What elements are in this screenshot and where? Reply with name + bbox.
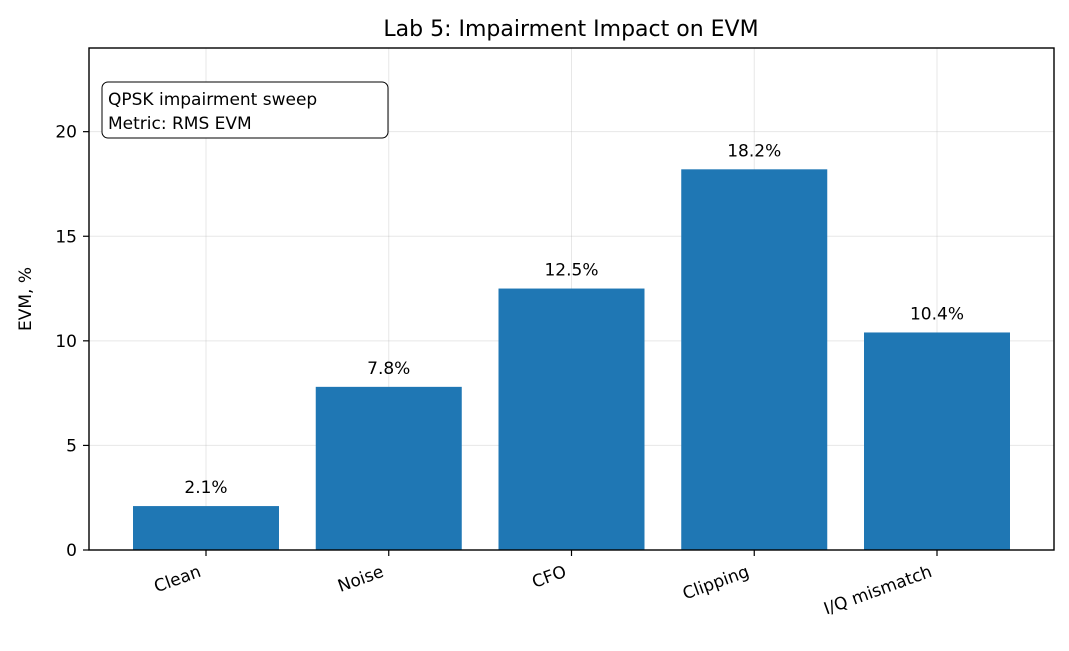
bar-value-label: 12.5% [544,261,598,281]
x-tick-label: Clean [152,562,204,597]
bar [133,506,279,550]
bar-value-label: 18.2% [727,141,781,161]
annotation-line-2: Metric: RMS EVM [108,114,252,134]
bar-value-label: 7.8% [367,359,410,379]
y-tick-label: 10 [55,332,77,352]
y-axis-label: EVM, % [16,267,36,331]
y-tick-label: 20 [55,123,77,143]
x-tick-label: I/Q mismatch [821,562,934,620]
data-labels: 2.1% 7.8% 12.5% 18.2% 10.4% [184,141,964,498]
annotation-box: QPSK impairment sweep Metric: RMS EVM [101,81,389,139]
x-tick-label: Clipping [680,562,752,604]
bar [864,332,1010,550]
bar [315,386,462,550]
bar-value-label: 2.1% [184,478,227,498]
y-tick-label: 5 [66,436,77,456]
annotation-line-1: QPSK impairment sweep [108,90,317,110]
x-tick-label: CFO [529,562,569,593]
bar [681,169,828,551]
x-axis: Clean Noise CFO Clipping I/Q mismatch [152,550,938,620]
bars [133,169,1010,551]
y-tick-label: 0 [66,541,77,561]
x-tick-label: Noise [335,562,386,597]
bar-value-label: 10.4% [910,304,964,324]
chart-title: Lab 5: Impairment Impact on EVM [383,17,758,42]
y-axis: 0 5 10 15 20 [55,123,89,561]
bar [498,288,645,550]
y-tick-label: 15 [55,227,77,247]
annotation-frame [101,81,389,139]
